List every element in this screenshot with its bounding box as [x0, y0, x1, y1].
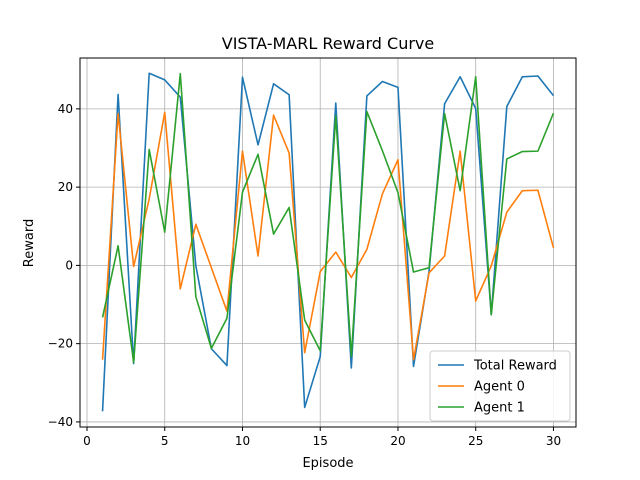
- legend: Total Reward Agent 0 Agent 1: [429, 350, 571, 422]
- x-tick-label: 20: [390, 434, 405, 448]
- x-tick-label: 25: [468, 434, 483, 448]
- x-tick-label: 0: [83, 434, 91, 448]
- y-tick-label: −40: [48, 415, 73, 429]
- y-tick-label: −20: [48, 337, 73, 351]
- legend-label-total-reward: Total Reward: [473, 359, 557, 374]
- x-tick-label: 10: [235, 434, 250, 448]
- series-line-agent-1: [101, 72, 555, 364]
- legend-box: [429, 350, 571, 422]
- y-axis-label: Reward: [22, 219, 37, 267]
- grid-lines: [80, 58, 576, 427]
- x-tick-label: 30: [546, 434, 561, 448]
- plot-area-frame: [79, 57, 577, 428]
- y-tick-label: 40: [58, 102, 73, 116]
- series-lines: [101, 72, 555, 412]
- axis-ticks: 0 5 10 15 20 25 30 −40 −20 0 20 40: [48, 102, 561, 448]
- y-tick-label: 20: [58, 180, 73, 194]
- x-axis-label: Episode: [302, 456, 353, 471]
- legend-label-agent-0: Agent 0: [474, 380, 525, 395]
- series-line-agent-0: [101, 111, 555, 361]
- chart-title: VISTA-MARL Reward Curve: [222, 34, 434, 53]
- x-tick-label: 15: [313, 434, 328, 448]
- y-tick-label: 0: [65, 258, 73, 272]
- legend-label-agent-1: Agent 1: [474, 401, 525, 416]
- x-tick-label: 5: [161, 434, 169, 448]
